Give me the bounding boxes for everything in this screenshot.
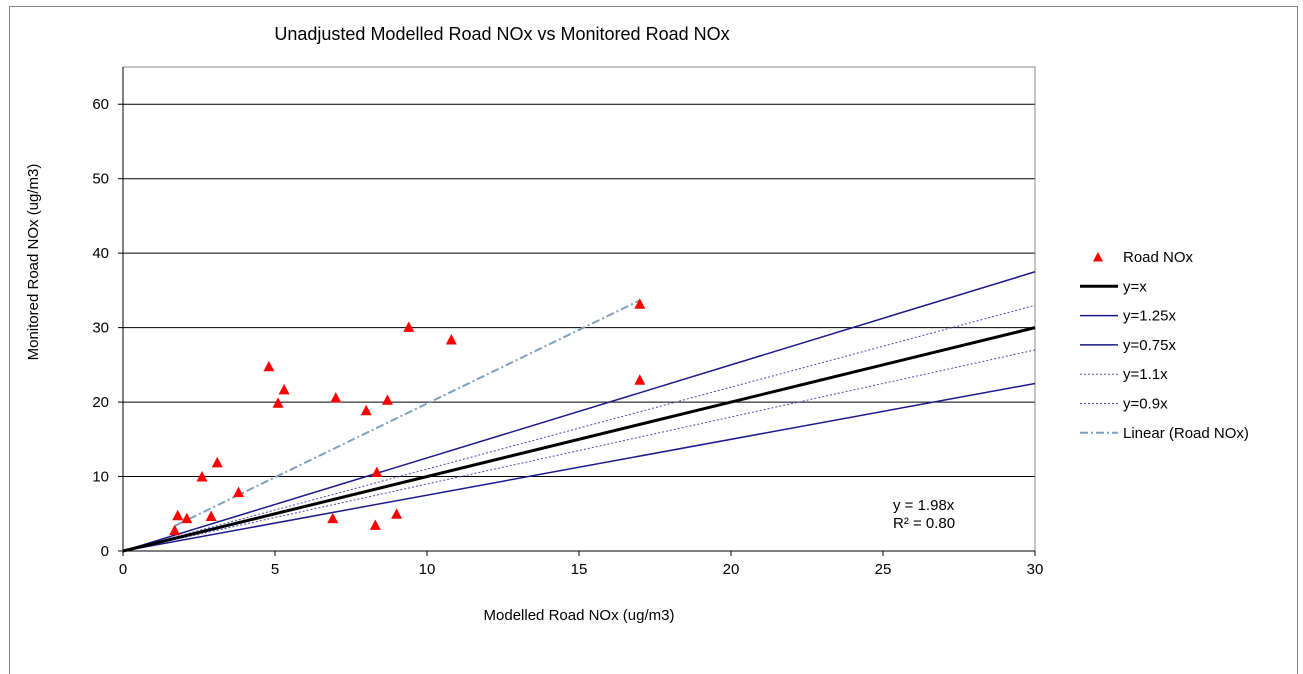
trendline-equation: y = 1.98x: [893, 497, 955, 514]
series-line-y-x: [122, 326, 1036, 553]
data-point-19: [634, 298, 646, 309]
plot-area: [122, 66, 1036, 552]
legend-label-y-1-25x: y=1.25x: [1123, 308, 1176, 325]
series-line-linear-road-nox: [174, 299, 641, 527]
legend-marker-road-nox: [1093, 252, 1103, 262]
data-point-3: [196, 471, 208, 482]
x-axis-label: Modelled Road NOx (ug/m3): [484, 607, 675, 624]
data-point-9: [278, 383, 290, 395]
data-point-0: [169, 524, 181, 536]
data-point-14: [371, 466, 383, 478]
data-point-17: [403, 321, 415, 332]
legend-label-y-1-1x: y=1.1x: [1123, 366, 1168, 383]
data-point-10: [327, 512, 339, 524]
data-point-2: [181, 512, 193, 524]
data-point-11: [330, 392, 342, 403]
trendline-r-squared: R² = 0.80: [893, 515, 955, 532]
y-tick-label-20: 20: [92, 394, 109, 411]
x-tick-label-25: 25: [875, 561, 892, 578]
series-line-y-1-25x: [122, 271, 1036, 552]
y-tick-label-0: 0: [101, 543, 109, 560]
series-line-y-1-1x: [122, 304, 1036, 552]
legend-label-y-0-9x: y=0.9x: [1123, 396, 1168, 413]
data-point-12: [360, 404, 372, 416]
legend: Road NOx y=x y=1.25x y=0.75x y=1.1x y=0.9x Lin…: [1080, 249, 1249, 442]
chart-frame: [9, 6, 1298, 674]
series-line-y-0-75x: [122, 382, 1036, 552]
grid: [123, 103, 1035, 478]
x-tick-label-5: 5: [271, 561, 279, 578]
data-point-16: [391, 508, 403, 519]
legend-label-y-x: y=x: [1123, 278, 1147, 295]
legend-label-road-nox: Road NOx: [1123, 249, 1194, 266]
data-point-1: [172, 509, 184, 521]
x-tick-label-10: 10: [419, 561, 436, 578]
x-tick-label-0: 0: [119, 561, 127, 578]
data-point-13: [369, 519, 381, 530]
data-points: [169, 298, 646, 536]
reference-lines: [122, 271, 1036, 553]
legend-label-y-0-75x: y=0.75x: [1123, 337, 1176, 354]
data-point-20: [634, 374, 646, 385]
x-tick-label-20: 20: [723, 561, 740, 578]
chart-title: Unadjusted Modelled Road NOx vs Monitore…: [274, 24, 729, 44]
axis-ticks: 0 5 10 15 20 25 30 0 10 20 30 40 50 60: [92, 67, 1043, 578]
y-tick-label-10: 10: [92, 469, 109, 486]
x-tick-label-30: 30: [1027, 561, 1044, 578]
y-axis-label: Monitored Road NOx (ug/m3): [25, 164, 42, 361]
data-point-4: [205, 510, 217, 521]
data-point-6: [233, 486, 245, 498]
data-point-18: [445, 334, 457, 345]
data-point-5: [211, 456, 223, 468]
legend-label-linear-road-nox: Linear (Road NOx): [1123, 425, 1249, 442]
data-point-8: [272, 397, 284, 408]
y-tick-label-50: 50: [92, 171, 109, 188]
data-point-15: [381, 394, 393, 405]
data-point-7: [263, 360, 275, 372]
y-tick-label-60: 60: [92, 96, 109, 113]
x-tick-label-15: 15: [571, 561, 588, 578]
y-tick-label-40: 40: [92, 245, 109, 262]
y-tick-label-30: 30: [92, 320, 109, 337]
